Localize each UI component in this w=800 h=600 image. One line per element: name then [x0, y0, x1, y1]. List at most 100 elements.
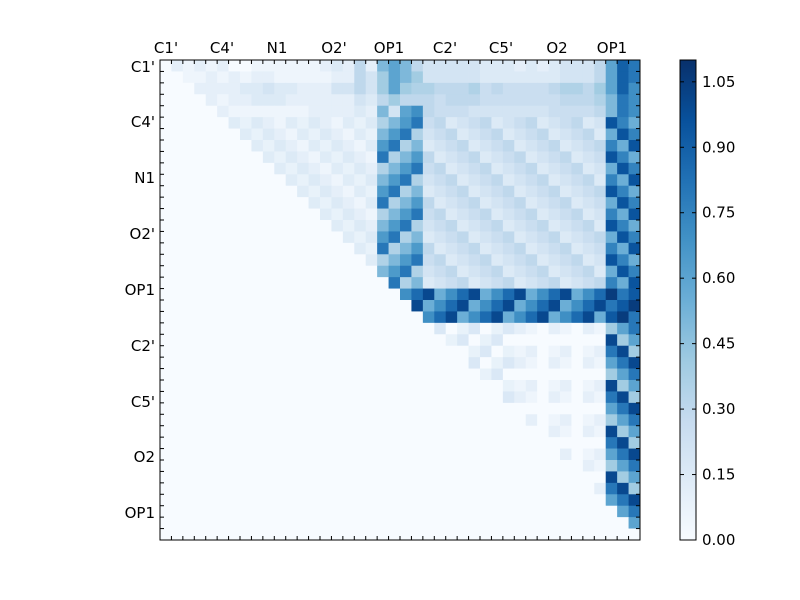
heatmap-cell — [514, 482, 527, 495]
heatmap-cell — [605, 505, 618, 518]
heatmap-cell — [445, 208, 458, 221]
colorbar-tick-label: 0.15 — [702, 466, 735, 484]
heatmap-cell — [468, 448, 481, 461]
heatmap-cell — [502, 505, 515, 518]
heatmap-cell — [365, 162, 378, 175]
heatmap-cell — [582, 425, 595, 438]
heatmap-cell — [480, 460, 492, 472]
heatmap-cell — [377, 231, 389, 244]
heatmap-cell — [342, 242, 355, 255]
heatmap-cell — [445, 368, 458, 381]
x-tick-labels: C1' C4' N1 O2' OP1 C2' C5' O2 OP1 — [154, 39, 627, 57]
heatmap-cell — [217, 242, 229, 255]
heatmap-cell — [422, 254, 435, 267]
heatmap-cell — [262, 368, 275, 381]
heatmap-cell — [582, 482, 595, 495]
heatmap-cell — [525, 528, 538, 541]
heatmap-cell — [320, 197, 332, 209]
heatmap-cell — [320, 334, 332, 347]
heatmap-cell — [571, 208, 584, 221]
heatmap-cell — [171, 208, 184, 221]
heatmap-cell — [160, 242, 172, 255]
heatmap-cell — [377, 357, 389, 369]
heatmap-cell — [537, 185, 549, 198]
heatmap-cell — [491, 94, 504, 107]
heatmap-cell — [205, 357, 218, 369]
heatmap-cell — [582, 82, 595, 95]
heatmap-cell — [537, 517, 549, 529]
heatmap-cell — [171, 128, 184, 141]
heatmap-cell — [217, 265, 229, 278]
heatmap-cell — [445, 380, 458, 392]
heatmap-cell — [365, 117, 378, 129]
heatmap-cell — [251, 482, 264, 495]
heatmap-cell — [388, 60, 401, 72]
heatmap-cell — [502, 117, 515, 129]
heatmap-cell — [388, 105, 401, 118]
heatmap-cell — [331, 368, 344, 381]
heatmap-cell — [411, 60, 424, 72]
heatmap-cell — [388, 117, 401, 129]
heatmap-cell — [434, 82, 447, 95]
heatmap-cell — [400, 345, 412, 358]
heatmap-cell — [537, 71, 549, 84]
heatmap-cell — [217, 414, 229, 427]
heatmap-cell — [331, 140, 344, 152]
heatmap-cell — [365, 151, 378, 164]
heatmap-cell — [274, 380, 287, 392]
heatmap-cell — [560, 94, 572, 107]
heatmap-cell — [251, 345, 264, 358]
heatmap-cell — [217, 368, 229, 381]
heatmap-cell — [388, 208, 401, 221]
heatmap-cell — [411, 254, 424, 267]
heatmap-cell — [537, 197, 549, 209]
heatmap-cell — [262, 151, 275, 164]
heatmap-cell — [194, 117, 207, 129]
heatmap-cell — [560, 425, 572, 438]
heatmap-cell — [182, 505, 195, 518]
heatmap-cell — [582, 471, 595, 484]
heatmap-cell — [594, 402, 607, 415]
heatmap-cell — [297, 174, 309, 187]
heatmap-cell — [594, 437, 607, 449]
heatmap-cell — [605, 482, 618, 495]
heatmap-cell — [605, 151, 618, 164]
heatmap-cell — [160, 197, 172, 209]
heatmap-cell — [285, 300, 298, 312]
heatmap-cell — [502, 265, 515, 278]
heatmap-cell — [582, 368, 595, 381]
heatmap-cell — [457, 60, 469, 72]
heatmap-cell — [182, 311, 195, 324]
heatmap-cell — [491, 254, 504, 267]
heatmap-cell — [514, 471, 527, 484]
heatmap-cell — [491, 242, 504, 255]
heatmap-cell — [342, 140, 355, 152]
heatmap-cell — [605, 82, 618, 95]
heatmap-cell — [502, 300, 515, 312]
heatmap-cell — [320, 117, 332, 129]
heatmap-cell — [365, 322, 378, 335]
heatmap-cell — [354, 208, 367, 221]
heatmap-cell — [537, 82, 549, 95]
heatmap-cell — [285, 242, 298, 255]
heatmap-cell — [274, 162, 287, 175]
heatmap-cell — [251, 185, 264, 198]
heatmap-cell — [308, 391, 321, 404]
heatmap-cell — [571, 140, 584, 152]
heatmap-cell — [422, 528, 435, 541]
heatmap-cell — [468, 425, 481, 438]
heatmap-cell — [262, 482, 275, 495]
heatmap-cell — [194, 140, 207, 152]
heatmap-cell — [182, 368, 195, 381]
heatmap-cell — [342, 460, 355, 472]
heatmap-cell — [434, 505, 447, 518]
heatmap-cell — [582, 357, 595, 369]
heatmap-cell — [560, 334, 572, 347]
heatmap-cell — [331, 322, 344, 335]
heatmap-cell — [251, 414, 264, 427]
heatmap-cell — [365, 505, 378, 518]
heatmap-cell — [160, 277, 172, 289]
heatmap-cell — [411, 288, 424, 301]
heatmap-cell — [468, 368, 481, 381]
